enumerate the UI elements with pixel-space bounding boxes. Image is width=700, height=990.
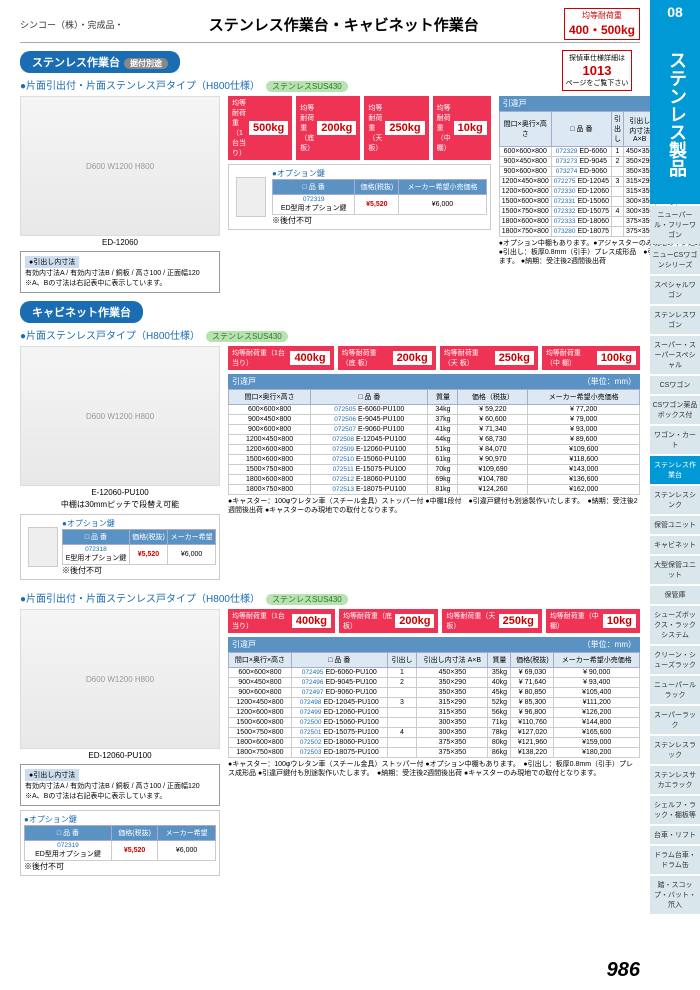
table-row: 1800×600×800072512 E-18060-PU10069kg¥104… — [229, 475, 640, 485]
table-row: 1200×600×800072509 E-12060-PU10051kg¥ 84… — [229, 445, 640, 455]
table-row: 600×600×800072495 ED-6060-PU1001450×3503… — [229, 668, 640, 678]
sidebar: 08 ステンレス製品 ニューパール・フリーワゴンニューCSワゴンシリーズスペシャ… — [650, 0, 700, 990]
sidebar-item[interactable]: 保管庫 — [650, 586, 700, 604]
table-row: 900×450×800072496 ED-9045-PU1002350×2904… — [229, 678, 640, 688]
lock-icon — [236, 177, 266, 217]
lock-icon — [28, 527, 58, 567]
sidebar-item[interactable]: 保管ユニット — [650, 516, 700, 534]
product-image: D600 W1200 H800 — [20, 346, 220, 486]
table-row: 1800×750×800072503 ED-18075-PU100375×350… — [229, 748, 640, 758]
load-chip: 均等耐荷重（1台当り）400kg — [228, 609, 335, 633]
load-chip: 均等耐荷重（底 板）200kg — [296, 96, 360, 160]
table-row: 1200×450×800072498 ED-12045-PU1003315×29… — [229, 698, 640, 708]
subhead: ●片面ステンレス戸タイプ（H800仕様）ステンレスSUS430 — [20, 327, 640, 342]
table-row: 900×600×800072497 ED-9060-PU100350×35045… — [229, 688, 640, 698]
sidebar-item[interactable]: シェルフ・ラック・棚板等 — [650, 796, 700, 824]
sidebar-item[interactable]: ステンレスシンク — [650, 486, 700, 514]
sidebar-item[interactable]: CSワゴン薬品ボックス付 — [650, 396, 700, 424]
reference-box: 探偵車仕様詳細は 1013 ページをご覧下さい — [562, 50, 632, 91]
sidebar-item[interactable]: クリーン・シューズラック — [650, 646, 700, 674]
product-image: D600 W1200 H800 — [20, 96, 220, 236]
sidebar-item[interactable]: ドラム台車・ドラム缶 — [650, 846, 700, 874]
table-row: 900×600×800072507 E-9060-PU10041kg¥ 71,3… — [229, 425, 640, 435]
sidebar-item[interactable]: ニューパール・フリーワゴン — [650, 206, 700, 244]
header: シンコー（株）・完成品・ ステンレス作業台・キャビネット作業台 均等耐荷重 40… — [20, 8, 640, 43]
load-chip: 均等耐荷重（底 板）200kg — [339, 609, 438, 633]
table-row: 1800×750×800072513 E-18075-PU10081kg¥124… — [229, 485, 640, 495]
table-row: 1200×450×800072508 E-12045-PU10044kg¥ 68… — [229, 435, 640, 445]
load-chip: 均等耐荷重（底 板）200kg — [338, 346, 436, 370]
load-chip: 均等耐荷重（中 棚）100kg — [542, 346, 640, 370]
sidebar-item[interactable]: スーパーラック — [650, 706, 700, 734]
sidebar-item[interactable]: 台車・リフト — [650, 826, 700, 844]
subhead: ●片面引出付・片面ステンレス戸タイプ（H800仕様）ステンレスSUS430 — [20, 590, 640, 605]
page-number: 986 — [607, 959, 640, 982]
table-row: 1500×600×800072500 ED-15060-PU100300×350… — [229, 718, 640, 728]
sidebar-item[interactable]: スペシャルワゴン — [650, 276, 700, 304]
sidebar-item[interactable]: ニューCSワゴンシリーズ — [650, 246, 700, 274]
section-number: 08 — [650, 0, 700, 24]
table-row: 1800×600×800072502 ED-18060-PU100375×350… — [229, 738, 640, 748]
load-chip: 均等耐荷重（天 板）250kg — [442, 609, 541, 633]
load-chip: 均等耐荷重（天 板）250kg — [364, 96, 428, 160]
sidebar-item[interactable]: 大型保管ユニット — [650, 556, 700, 584]
product-image: D600 W1200 H800 — [20, 609, 220, 749]
category-title: ステンレス製品 — [650, 24, 700, 204]
sidebar-item[interactable]: ステンレスワゴン — [650, 306, 700, 334]
subhead: ●片面引出付・片面ステンレス戸タイプ（H800仕様）ステンレスSUS430 — [20, 77, 640, 92]
dims-diagram: ●引出し内寸法 有効内寸法A / 有効内寸法B / 銅板 / 高さ100 / 正… — [20, 764, 220, 806]
table-row: 900×450×800072506 E-9045-PU10037kg¥ 60,6… — [229, 415, 640, 425]
load-chip: 均等耐荷重（中 棚）10kg — [433, 96, 491, 160]
sidebar-item[interactable]: ステンレスラック — [650, 736, 700, 764]
sidebar-item[interactable]: ニューパールラック — [650, 676, 700, 704]
section-pill: ステンレス作業台据付別途 — [20, 51, 180, 73]
load-chip: 均等耐荷重（1台当り）400kg — [228, 346, 334, 370]
load-chip: 均等耐荷重（中 棚）10kg — [546, 609, 640, 633]
load-chip: 均等耐荷重（天 板）250kg — [440, 346, 538, 370]
sidebar-item[interactable]: シューズボックス・ラックシステム — [650, 606, 700, 644]
table-row: 600×600×800072505 E-6060-PU10034kg¥ 59,2… — [229, 405, 640, 415]
table-row: 1500×600×800072510 E-15060-PU10061kg¥ 90… — [229, 455, 640, 465]
sidebar-item[interactable]: CSワゴン — [650, 376, 700, 394]
load-chip: 均等耐荷重（1台当り）500kg — [228, 96, 292, 160]
dims-diagram: ●引出し内寸法 有効内寸法A / 有効内寸法B / 銅板 / 高さ100 / 正… — [20, 251, 220, 293]
sidebar-item[interactable]: ステンレス作業台 — [650, 456, 700, 484]
section-pill: キャビネット作業台 — [20, 301, 143, 323]
product-table-2: 間口×奥行×高さ□ 品 番質量価格（税抜）メーカー希望小売価格600×600×8… — [228, 389, 640, 495]
load-badge: 均等耐荷重 400・500kg — [564, 8, 640, 40]
sidebar-item[interactable]: スーパー・スーパースペシャル — [650, 336, 700, 374]
sidebar-item[interactable]: 踏・スコップ・バット・笊入 — [650, 876, 700, 914]
table-row: 1500×750×800072501 ED-15075-PU1004300×35… — [229, 728, 640, 738]
sidebar-item[interactable]: キャビネット — [650, 536, 700, 554]
page-title: ステンレス作業台・キャビネット作業台 — [209, 14, 479, 35]
table-row: 1200×600×800072499 ED-12060-PU100315×350… — [229, 708, 640, 718]
table-row: 1500×750×800072511 E-15075-PU10070kg¥109… — [229, 465, 640, 475]
sidebar-item[interactable]: ステンレスサカエラック — [650, 766, 700, 794]
product-table-3: 間口×奥行×高さ□ 品 番引出し引出し内寸法 A×B質量価格(税抜)メーカー希望… — [228, 652, 640, 758]
sidebar-item[interactable]: ワゴン・カート — [650, 426, 700, 454]
brand: シンコー（株）・完成品・ — [20, 18, 124, 31]
